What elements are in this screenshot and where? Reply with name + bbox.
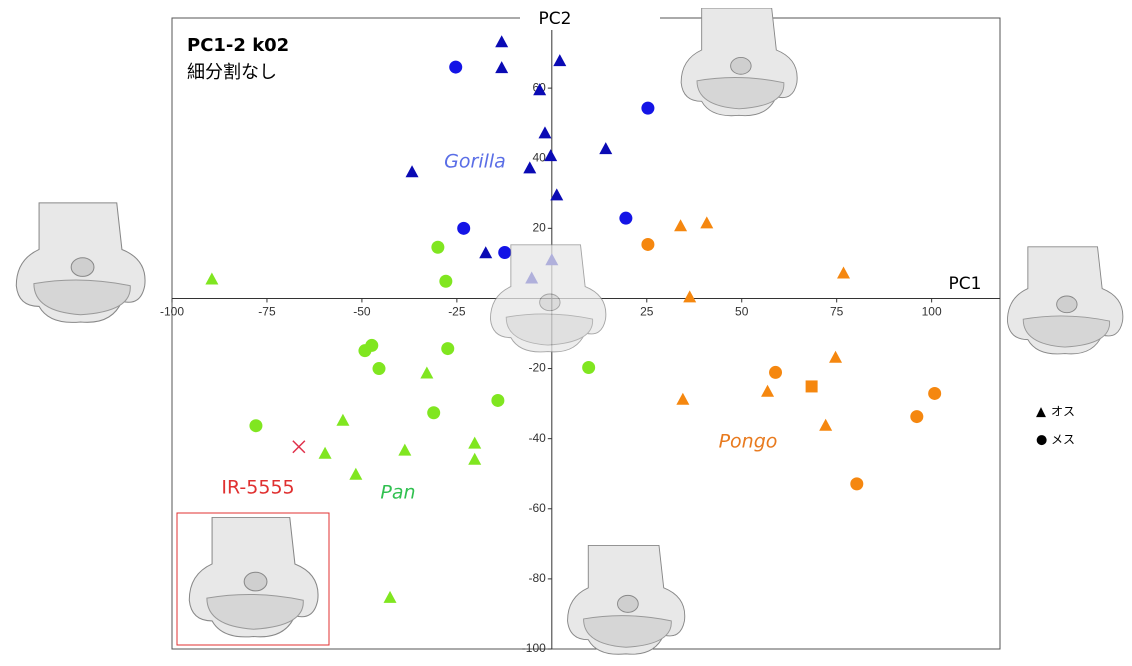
- point: [544, 149, 557, 161]
- legend-label: メス: [1051, 433, 1075, 447]
- point: [641, 102, 654, 115]
- point: [761, 385, 774, 397]
- x-tick-label: -50: [353, 305, 371, 319]
- point: [449, 61, 462, 74]
- point: [674, 219, 687, 231]
- x-tick-label: -100: [160, 305, 184, 319]
- y-tick-label: -100: [522, 641, 546, 655]
- point: [928, 387, 941, 400]
- legend-symbol: ●: [1036, 433, 1047, 448]
- legend-label: オス: [1051, 405, 1075, 419]
- point: [819, 419, 832, 431]
- point: [538, 126, 551, 138]
- y-tick-label: -20: [528, 361, 546, 375]
- point: [358, 344, 371, 357]
- point: [829, 351, 842, 363]
- annotation: Pan: [380, 482, 415, 504]
- y-tick-label: 20: [532, 221, 546, 235]
- bone-image: [490, 245, 605, 352]
- point: [373, 362, 386, 375]
- point: [349, 468, 362, 480]
- point: [336, 414, 349, 426]
- point: [769, 366, 782, 379]
- point: [806, 380, 818, 392]
- x-tick-label: 100: [922, 305, 942, 319]
- point: [582, 361, 595, 374]
- bone-image: [568, 545, 685, 654]
- point: [468, 453, 481, 465]
- x-tick-label: 25: [640, 305, 654, 319]
- point: [676, 393, 689, 405]
- point: [249, 419, 262, 432]
- x-tick-label: -25: [448, 305, 466, 319]
- point: [439, 275, 452, 288]
- y-tick-label: 40: [532, 150, 546, 164]
- x-axis-title: PC1: [949, 274, 982, 294]
- point: [619, 212, 632, 225]
- y-tick-label: -40: [528, 431, 546, 445]
- bone-image: [1007, 247, 1122, 354]
- point: [427, 406, 440, 419]
- point: [468, 437, 481, 449]
- chart-title: PC1-2 k02: [187, 35, 289, 56]
- legend-symbol: ▲: [1036, 405, 1046, 420]
- bone-image: [681, 8, 797, 116]
- y-tick-label: -60: [528, 501, 546, 515]
- annotation: Pongo: [719, 431, 778, 453]
- point: [319, 447, 332, 459]
- x-tick-label: 50: [735, 305, 749, 319]
- point: [491, 394, 504, 407]
- point: [205, 273, 218, 285]
- point: [641, 238, 654, 251]
- annotation: IR-5555: [221, 477, 294, 499]
- point: [441, 342, 454, 355]
- point: [553, 54, 566, 66]
- point: [293, 441, 305, 453]
- point: [384, 591, 397, 603]
- x-tick-label: 75: [830, 305, 844, 319]
- point: [431, 241, 444, 254]
- point: [700, 216, 713, 228]
- point: [495, 61, 508, 73]
- point: [479, 246, 492, 258]
- point: [683, 290, 696, 302]
- x-tick-label: -75: [258, 305, 276, 319]
- chart: -100 -75 -50 -25 25 50 75 100 -100 -80 -60 -40 -20 20…: [0, 0, 1132, 666]
- point: [406, 165, 419, 177]
- y-tick-label: -80: [528, 571, 546, 585]
- bone-image: [16, 203, 145, 323]
- annotation: Gorilla: [444, 151, 506, 173]
- point: [398, 444, 411, 456]
- point: [837, 267, 850, 279]
- point: [599, 142, 612, 154]
- point: [420, 366, 433, 378]
- point: [457, 222, 470, 235]
- chart-subtitle: 細分割なし: [187, 62, 277, 83]
- point: [498, 246, 511, 259]
- point: [850, 477, 863, 490]
- y-axis-title: PC2: [539, 9, 572, 29]
- point: [495, 35, 508, 47]
- point: [910, 410, 923, 423]
